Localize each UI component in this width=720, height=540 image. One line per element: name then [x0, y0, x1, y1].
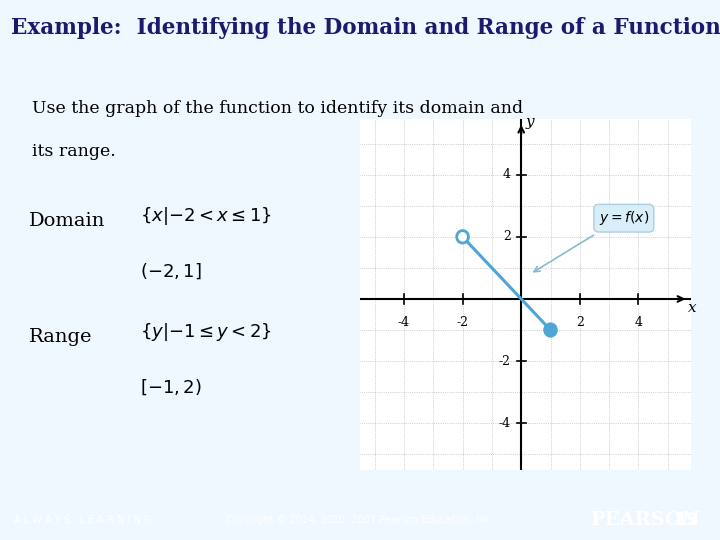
- Text: Domain: Domain: [29, 212, 105, 230]
- Circle shape: [456, 231, 469, 243]
- Text: -2: -2: [499, 355, 511, 368]
- Text: 4: 4: [503, 168, 511, 181]
- Text: Example:  Identifying the Domain and Range of a Function from Its Graph: Example: Identifying the Domain and Rang…: [11, 17, 720, 39]
- Text: -2: -2: [456, 316, 469, 329]
- Text: 4: 4: [634, 316, 642, 329]
- Text: A L W A Y S   L E A R N I N G: A L W A Y S L E A R N I N G: [14, 515, 152, 525]
- Text: 2: 2: [503, 231, 511, 244]
- Text: -4: -4: [499, 417, 511, 430]
- Text: Range: Range: [29, 328, 92, 346]
- Text: Copyright © 2014, 2010, 2007 Pearson Education, Inc.: Copyright © 2014, 2010, 2007 Pearson Edu…: [226, 515, 494, 525]
- Text: -4: -4: [398, 316, 410, 329]
- Text: its range.: its range.: [32, 143, 116, 160]
- Text: x: x: [688, 301, 697, 315]
- Text: y: y: [526, 115, 534, 129]
- Text: PEARSON: PEARSON: [590, 511, 700, 529]
- Text: $y = f(x)$: $y = f(x)$: [598, 209, 649, 227]
- Text: 19: 19: [675, 511, 698, 529]
- Text: $[{-1},2)$: $[{-1},2)$: [140, 377, 202, 397]
- Text: Use the graph of the function to identify its domain and: Use the graph of the function to identif…: [32, 100, 523, 117]
- Circle shape: [544, 324, 557, 336]
- Text: 2: 2: [576, 316, 584, 329]
- Text: $\{y|{-1} \leq y < 2\}$: $\{y|{-1} \leq y < 2\}$: [140, 321, 273, 343]
- Text: $({-2},1]$: $({-2},1]$: [140, 261, 202, 281]
- Text: $\{x|{-2} < x \leq 1\}$: $\{x|{-2} < x \leq 1\}$: [140, 205, 273, 227]
